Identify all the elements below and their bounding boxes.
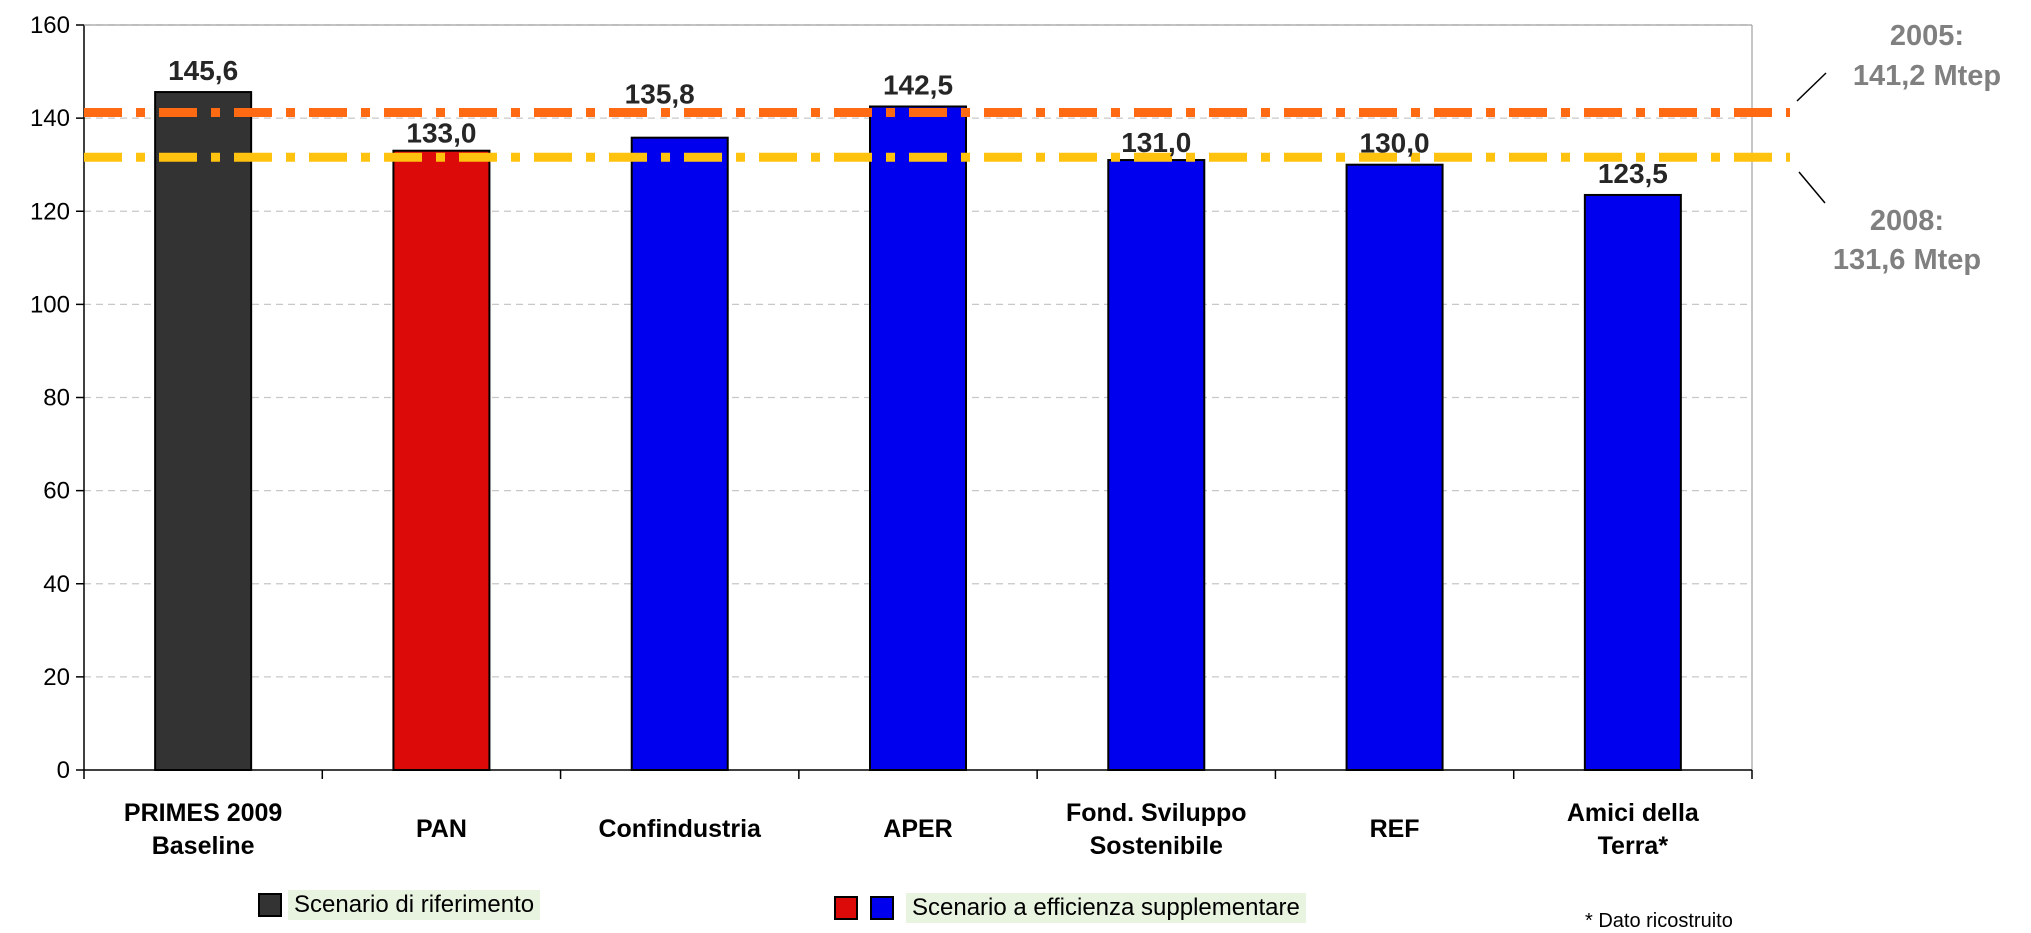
legend-item-efficiency: Scenario a efficienza supplementare	[834, 893, 1306, 923]
value-label: 131,0	[1121, 127, 1191, 158]
value-label: 123,5	[1598, 158, 1668, 189]
legend-swatch-reference	[258, 893, 282, 917]
y-tick-label: 20	[43, 664, 70, 691]
bar	[1345, 163, 1444, 771]
bar	[392, 149, 491, 771]
y-tick-label: 80	[43, 385, 70, 412]
bar	[154, 91, 253, 772]
reference-callout-line	[1798, 171, 1826, 204]
y-tick-label: 140	[30, 105, 70, 132]
value-label: 130,0	[1360, 128, 1430, 159]
bar	[630, 136, 729, 771]
value-label: 145,6	[168, 55, 238, 86]
bar	[1583, 193, 1682, 771]
category-label: PAN	[416, 815, 467, 843]
reference-label-year: 2005:	[1890, 20, 1964, 52]
y-tick-label: 40	[43, 571, 70, 598]
y-tick-label: 0	[57, 757, 70, 784]
value-label: 142,5	[883, 69, 953, 100]
category-label: PRIMES 2009 Baseline	[124, 799, 282, 860]
y-tick-label: 100	[30, 291, 70, 318]
category-label: Confindustria	[598, 815, 762, 843]
reference-label-year: 2008:	[1870, 205, 1944, 237]
category-label: Amici della Terra*	[1567, 799, 1700, 860]
value-label: 133,0	[406, 118, 476, 149]
category-label: APER	[883, 815, 952, 843]
legend-label-efficiency: Scenario a efficienza supplementare	[906, 893, 1306, 923]
category-label: Fond. Sviluppo Sostenibile	[1066, 799, 1247, 860]
bar	[869, 105, 967, 771]
legend-swatch-efficiency-blue	[870, 896, 894, 920]
y-tick-label: 60	[43, 478, 70, 505]
bar	[1107, 159, 1206, 771]
y-tick-label: 160	[30, 12, 70, 39]
reference-label-value: 141,2 Mtep	[1853, 60, 2001, 92]
value-label: 135,8	[625, 79, 695, 110]
y-tick-label: 120	[30, 198, 70, 225]
legend-label-reference: Scenario di riferimento	[288, 890, 541, 920]
reference-label-value: 131,6 Mtep	[1833, 244, 1981, 276]
category-label: REF	[1370, 815, 1420, 843]
reference-callout-line	[1796, 72, 1827, 102]
legend-swatch-efficiency-red	[834, 896, 858, 920]
legend-item-reference: Scenario di riferimento	[258, 890, 541, 920]
